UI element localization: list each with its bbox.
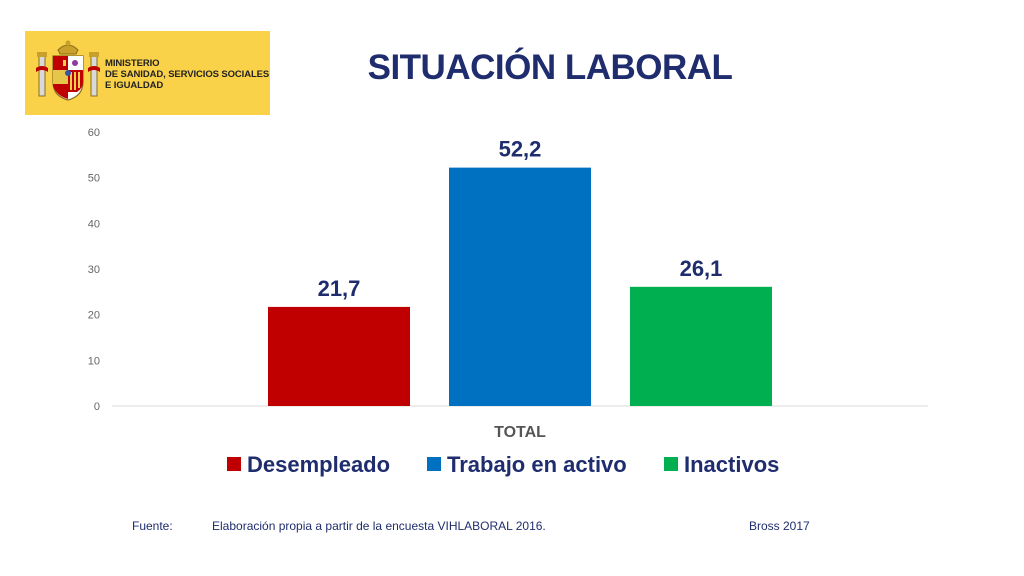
y-tick-label: 20	[88, 310, 100, 322]
legend-label: Desempleado	[247, 452, 390, 477]
data-label: 21,7	[318, 276, 361, 301]
source-label: Fuente:	[132, 519, 173, 533]
y-tick-label: 30	[88, 264, 100, 276]
page-title: SITUACIÓN LABORAL	[367, 48, 733, 87]
legend-swatch	[227, 457, 241, 471]
legend-swatch	[664, 457, 678, 471]
legend: Desempleado Trabajo en activo Inactivos	[227, 452, 779, 477]
bars: 21,7 52,2 26,1	[268, 137, 772, 406]
legend-label: Inactivos	[684, 452, 779, 477]
credit-text: Bross 2017	[749, 519, 810, 533]
bar-1	[268, 306, 410, 406]
data-label: 26,1	[680, 256, 723, 281]
ministry-name-line: DE SANIDAD, SERVICIOS SOCIALES	[105, 69, 270, 80]
ministry-logo: MINISTERIO DE SANIDAD, SERVICIOS SOCIALE…	[25, 31, 270, 115]
y-tick-label: 10	[88, 355, 100, 367]
bar-2	[449, 167, 591, 406]
y-tick-label: 40	[88, 218, 100, 230]
source-text: Elaboración propia a partir de la encues…	[212, 519, 546, 533]
ministry-name-line: MINISTERIO	[105, 58, 160, 69]
category-label: TOTAL	[494, 424, 546, 441]
ministry-name: MINISTERIO DE SANIDAD, SERVICIOS SOCIALE…	[105, 58, 269, 91]
bar-3	[630, 286, 772, 406]
legend-label: Trabajo en activo	[447, 452, 627, 477]
y-tick-label: 50	[88, 173, 100, 185]
data-label: 52,2	[499, 137, 542, 162]
y-axis: 0 10 20 30 40 50 60	[88, 127, 100, 413]
y-tick-label: 0	[94, 401, 100, 413]
ministry-name-line: E IGUALDAD	[105, 80, 164, 91]
legend-swatch	[427, 457, 441, 471]
coat-of-arms-icon	[36, 40, 100, 101]
y-tick-label: 60	[88, 127, 100, 139]
